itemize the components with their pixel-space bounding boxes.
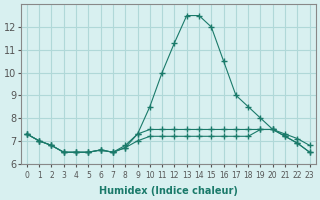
X-axis label: Humidex (Indice chaleur): Humidex (Indice chaleur): [99, 186, 238, 196]
